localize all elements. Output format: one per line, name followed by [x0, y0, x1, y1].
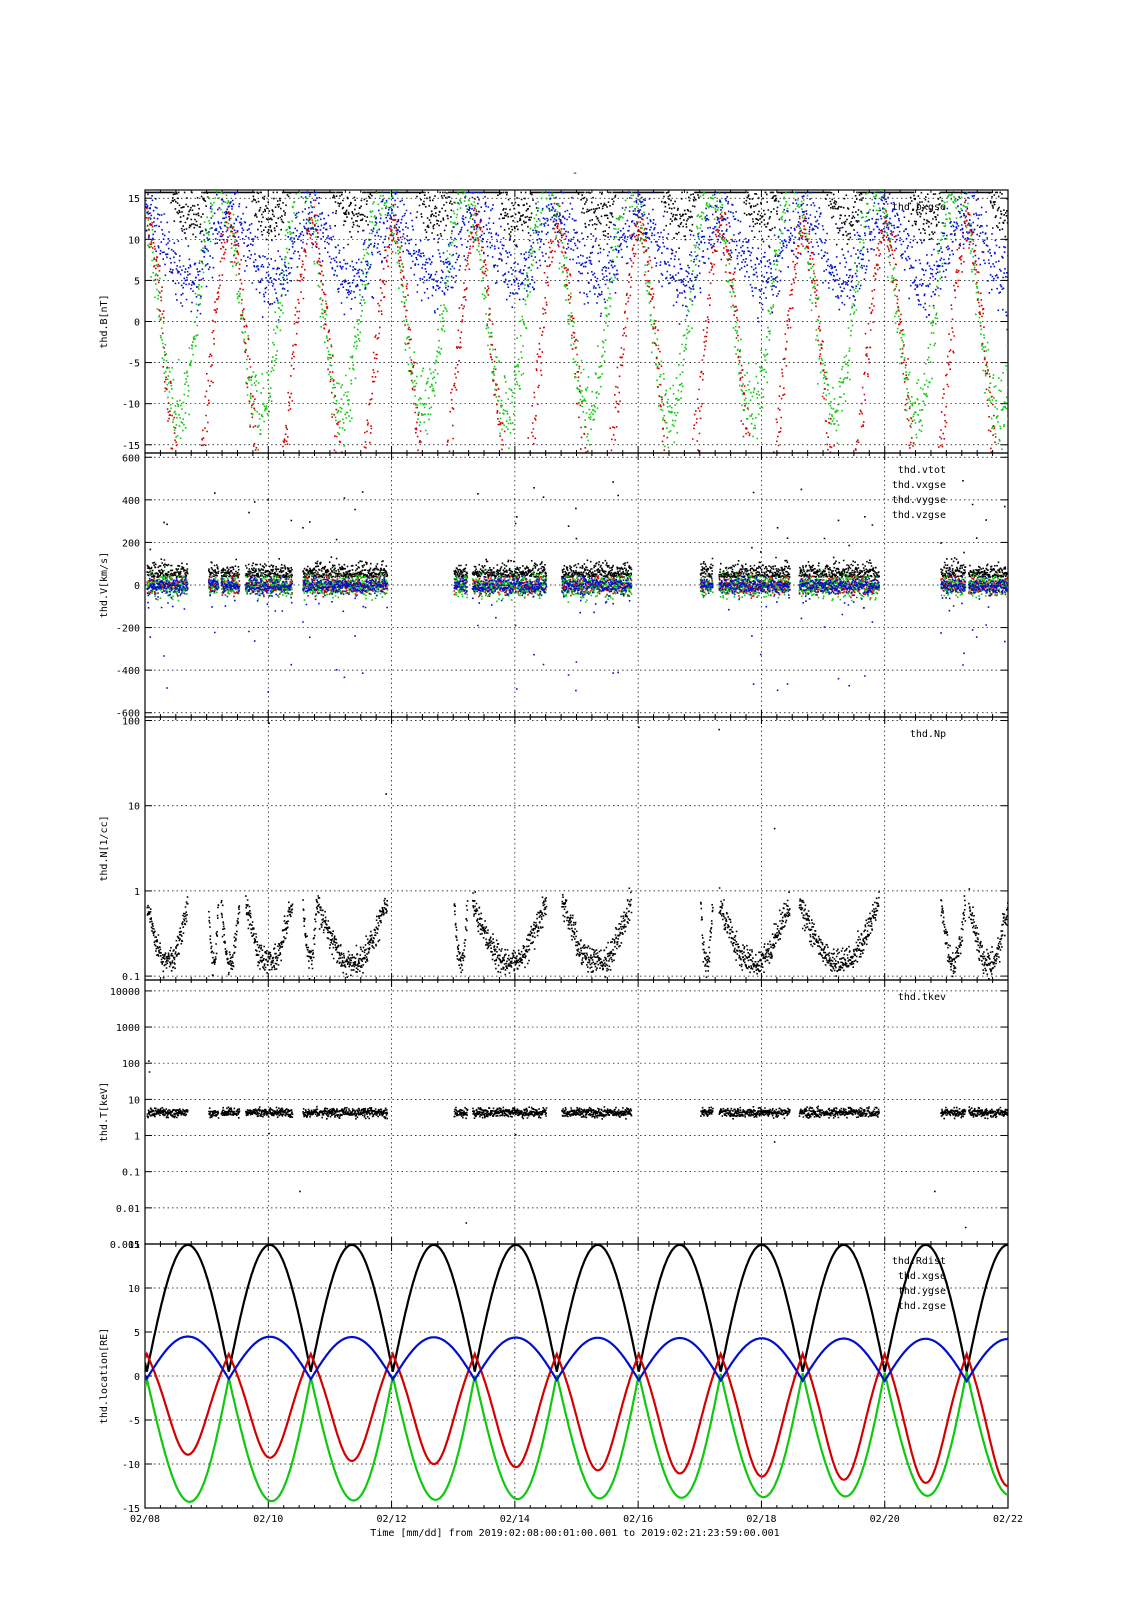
y-axis-label: thd.location[RE] — [99, 1328, 110, 1424]
y-tick-label: 0.001 — [110, 1240, 140, 1251]
y-tick-label: -10 — [122, 400, 140, 411]
series-np — [146, 722, 1008, 980]
legend-entry: thd.vzgse — [892, 510, 946, 521]
y-axis-label: thd.B[nT] — [99, 294, 110, 348]
y-tick-label: 10 — [128, 1284, 140, 1295]
y-tick-label: 10000 — [110, 987, 140, 998]
legend-entry: thd.vxgse — [892, 480, 946, 491]
panel-4: 10000 1000 100 10 1 0.1 0.01 0.001 thd.T[keV] thd… — [99, 979, 1009, 1251]
y-tick-label: 5 — [134, 1328, 140, 1339]
series-zgse — [145, 1335, 1008, 1384]
plot-area — [146, 722, 1008, 980]
y-axis-label: thd.N[1/cc] — [99, 815, 110, 881]
plot-area — [145, 190, 1008, 453]
y-tick-label: -15 — [122, 1504, 140, 1515]
panel-1: 15 10 5 0 -5 -10 -15 thd.B[nT] thd.bxgse — [99, 189, 1009, 454]
y-tick-label: -200 — [116, 624, 140, 635]
legend-entry: thd.xgse — [898, 1271, 946, 1282]
y-tick-label: -600 — [116, 709, 140, 720]
y-tick-label: -400 — [116, 666, 140, 677]
y-tick-label: 5 — [134, 276, 140, 287]
y-tick-label: 0 — [134, 581, 140, 592]
y-tick-label: 1 — [134, 887, 140, 898]
series-xgse — [145, 1350, 1008, 1488]
plot-area — [146, 1060, 1008, 1229]
series-ygse — [145, 1371, 1008, 1503]
legend-entry: thd.vtot — [898, 465, 946, 476]
y-tick-label: 1 — [134, 1132, 140, 1143]
y-tick-label: 600 — [122, 453, 140, 464]
y-tick-label: 0 — [134, 1372, 140, 1383]
x-tick-label: 02/12 — [377, 1514, 407, 1525]
y-tick-label: 10 — [128, 235, 140, 246]
x-tick-label: 02/14 — [500, 1514, 530, 1525]
legend-entry: thd.ygse — [898, 1286, 946, 1297]
series-bzgse — [145, 191, 1008, 331]
x-tick-label: 02/10 — [253, 1514, 283, 1525]
panel-2: 600 400 200 0 -200 -400 -600 thd.V[km/s] thd.vto… — [99, 452, 1009, 720]
legend-entry: thd.bxgse — [892, 202, 946, 213]
x-tick-label: 02/08 — [130, 1514, 160, 1525]
top-mark: - — [572, 168, 578, 179]
y-tick-label: 15 — [128, 194, 140, 205]
y-tick-label: 10 — [128, 1095, 140, 1106]
legend-entry: thd.vygse — [892, 495, 946, 506]
y-tick-label: 10 — [128, 802, 140, 813]
series-vygse — [146, 569, 1008, 603]
y-tick-label: 15 — [128, 1240, 140, 1251]
series-tkev — [146, 1060, 1008, 1229]
y-axis-label: thd.T[keV] — [99, 1082, 110, 1142]
legend-entry: thd.zgse — [898, 1301, 946, 1312]
panel-3: 100 10 1 0.1 thd.N[1/cc] thd.Np — [99, 716, 1009, 983]
y-tick-label: 100 — [122, 1059, 140, 1070]
y-tick-label: 1000 — [116, 1023, 140, 1034]
legend-entry: thd.Np — [910, 729, 946, 740]
y-tick-label: 0 — [134, 318, 140, 329]
series-rdist — [145, 1244, 1008, 1372]
panel-5: 15 10 5 0 -5 -10 -15 thd.location[RE] thd.Rdist t… — [99, 1240, 1009, 1515]
y-tick-label: -15 — [122, 441, 140, 452]
y-tick-label: -10 — [122, 1460, 140, 1471]
plot-area — [145, 1244, 1008, 1503]
x-tick-label: 02/18 — [746, 1514, 776, 1525]
y-tick-label: -5 — [128, 359, 140, 370]
legend-entry: thd.tkev — [898, 992, 946, 1003]
series-bxgse — [145, 196, 998, 453]
y-axis-label: thd.V[km/s] — [99, 552, 110, 618]
x-tick-label: 02/20 — [870, 1514, 900, 1525]
y-tick-label: -5 — [128, 1416, 140, 1427]
y-tick-label: 200 — [122, 538, 140, 549]
y-tick-label: 400 — [122, 496, 140, 507]
y-tick-label: 0.1 — [122, 972, 140, 983]
y-tick-label: 0.01 — [116, 1204, 140, 1215]
x-tick-label: 02/16 — [623, 1514, 653, 1525]
y-tick-label: 0.1 — [122, 1168, 140, 1179]
x-axis-footer: Time [mm/dd] from 2019:02:08:00:01:00.00… — [370, 1528, 779, 1539]
x-tick-label: 02/22 — [993, 1514, 1023, 1525]
y-tick-label: 100 — [122, 717, 140, 728]
series-bygse — [145, 190, 1008, 451]
panel-frame — [144, 716, 1009, 981]
legend-entry: thd.Rdist — [892, 1256, 946, 1267]
series-vtot — [146, 480, 1008, 579]
plot-area — [146, 480, 1008, 693]
